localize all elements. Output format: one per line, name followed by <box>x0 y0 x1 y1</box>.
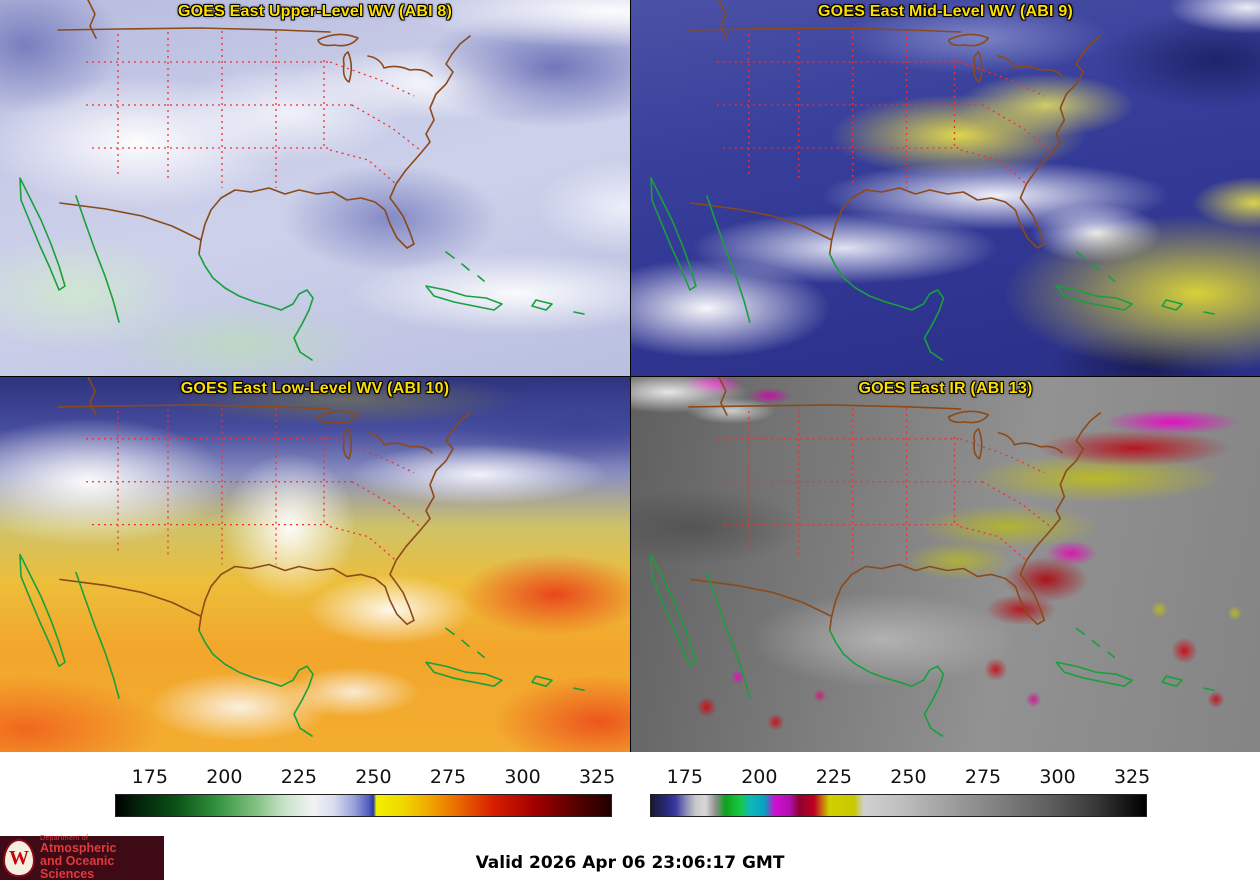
tick-label: 325 <box>1113 766 1151 788</box>
tick-label: 275 <box>964 766 1002 788</box>
panel-upper-level-wv: GOES East Upper-Level WV (ABI 8) <box>0 0 630 376</box>
tick-label: 275 <box>429 766 467 788</box>
panel-mid-level-wv: GOES East Mid-Level WV (ABI 9) <box>630 0 1260 376</box>
ir-colorbar-ticks: 175 200 225 250 275 300 325 <box>650 766 1151 794</box>
logo-name-line2: and Oceanic Sciences <box>40 854 115 881</box>
tick-label: 200 <box>741 766 778 788</box>
panel-low-level-wv: GOES East Low-Level WV (ABI 10) <box>0 376 630 752</box>
wv-colorbar-gradient <box>115 794 612 817</box>
uw-aos-logo: W Department of Atmospheric and Oceanic … <box>0 835 164 881</box>
uw-crest-icon: W <box>3 839 35 877</box>
tick-label: 225 <box>280 766 318 788</box>
tick-label: 175 <box>666 766 703 788</box>
valid-time: Valid 2026 Apr 06 23:06:17 GMT <box>475 853 785 873</box>
basemap-overlay-abi9 <box>631 0 1260 376</box>
wv-colorbar: 175 200 225 250 275 300 325 <box>115 766 616 817</box>
ir-colorbar: 175 200 225 250 275 300 325 <box>650 766 1151 817</box>
logo-name-line1: Atmospheric <box>40 840 117 855</box>
tick-label: 300 <box>504 766 541 788</box>
footer-bottom: W Department of Atmospheric and Oceanic … <box>0 834 1260 881</box>
tick-label: 175 <box>131 766 168 788</box>
logo-dept-line: Department of <box>40 834 89 842</box>
wv-colorbar-ticks: 175 200 225 250 275 300 325 <box>115 766 616 794</box>
tick-label: 250 <box>890 766 927 788</box>
panel-grid: GOES East Upper-Level WV (ABI 8) GOES Ea… <box>0 0 1260 752</box>
tick-label: 300 <box>1039 766 1076 788</box>
panel-ir: GOES East IR (ABI 13) <box>630 376 1260 752</box>
tick-label: 325 <box>578 766 616 788</box>
footer: 175 200 225 250 275 300 325 175 200 225 … <box>0 752 1260 881</box>
logo-text: Department of Atmospheric and Oceanic Sc… <box>40 835 164 881</box>
basemap-overlay-abi13 <box>631 377 1260 752</box>
crest-monogram: W <box>9 847 29 869</box>
ir-colorbar-gradient <box>650 794 1147 817</box>
tick-label: 250 <box>355 766 392 788</box>
basemap-overlay-abi10 <box>0 377 630 752</box>
colorbar-row: 175 200 225 250 275 300 325 175 200 225 … <box>0 752 1260 817</box>
basemap-overlay-abi8 <box>0 0 630 376</box>
tick-label: 225 <box>815 766 853 788</box>
tick-label: 200 <box>206 766 243 788</box>
